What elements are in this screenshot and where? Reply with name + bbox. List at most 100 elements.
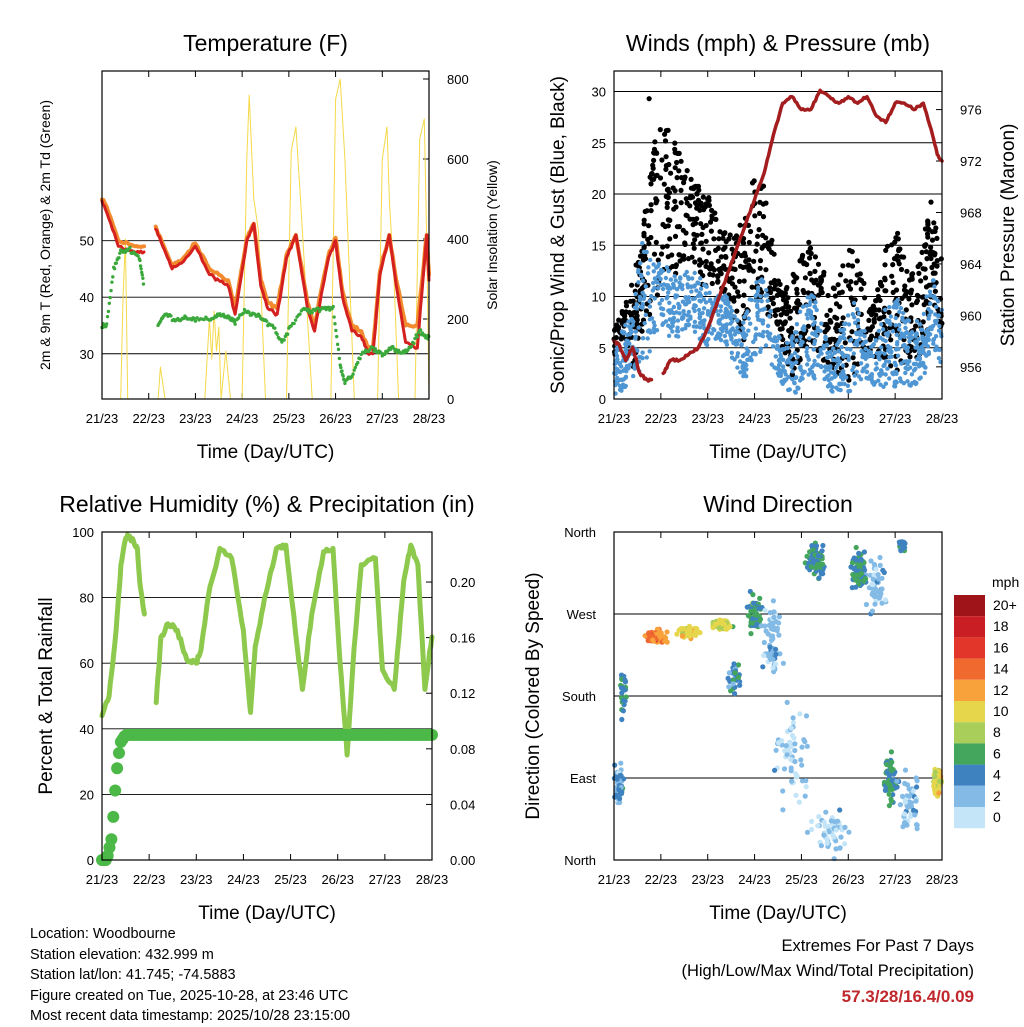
wind-marker	[759, 299, 764, 304]
dewpoint-marker	[333, 322, 337, 326]
gust-marker	[696, 262, 703, 268]
gust-marker	[626, 309, 633, 316]
gust-marker	[634, 321, 640, 327]
wind-marker	[742, 314, 747, 320]
direction-marker	[725, 675, 731, 682]
direction-marker	[780, 807, 786, 813]
gust-marker	[892, 239, 898, 245]
wind-marker	[893, 379, 899, 384]
gust-marker	[922, 275, 929, 281]
dewpoint-marker	[128, 245, 132, 250]
dewpoint-marker	[141, 282, 146, 286]
direction-marker	[824, 840, 830, 846]
gust-marker	[899, 295, 905, 301]
wind-marker	[780, 347, 785, 352]
wind-marker	[697, 314, 703, 319]
gust-marker	[836, 290, 843, 296]
wind-marker	[672, 274, 677, 279]
direction-marker	[914, 784, 920, 790]
wind-marker	[640, 241, 645, 246]
gust-marker	[672, 233, 679, 239]
direction-marker	[876, 576, 882, 582]
direction-marker	[646, 630, 652, 636]
wind-marker	[701, 322, 706, 328]
direction-marker	[905, 782, 911, 788]
wind-marker	[633, 291, 638, 297]
direction-marker	[783, 743, 789, 749]
wind-marker	[780, 364, 786, 369]
gust-marker	[774, 292, 780, 298]
wind-marker	[711, 300, 716, 305]
wind-marker	[675, 318, 681, 323]
winds-x-tick-label: 28/23	[926, 411, 959, 426]
wind-marker	[839, 381, 844, 387]
wind-marker	[718, 304, 724, 309]
wind-marker	[707, 290, 712, 295]
solar-insolation-line	[120, 238, 129, 400]
temp-2m-line	[154, 222, 431, 356]
direction-marker	[902, 767, 909, 773]
direction-marker	[831, 834, 837, 840]
gust-marker	[613, 335, 619, 341]
gust-marker	[646, 223, 652, 229]
dewpoint-marker	[247, 310, 251, 315]
wind-marker	[712, 327, 717, 333]
gust-marker	[924, 256, 930, 262]
gust-marker	[715, 279, 721, 285]
wind-marker	[904, 330, 910, 335]
gust-marker	[928, 249, 934, 255]
wind-marker	[790, 369, 795, 374]
direction-marker	[726, 624, 732, 630]
gust-marker	[923, 284, 930, 290]
dewpoint-marker	[292, 321, 296, 326]
direction-marker	[856, 550, 862, 557]
gust-marker	[729, 281, 736, 287]
wind-marker	[724, 339, 729, 344]
wind-marker	[769, 362, 774, 367]
direction-marker	[767, 644, 773, 650]
wind-marker	[729, 350, 734, 355]
wind-marker	[774, 338, 780, 343]
wind-marker	[784, 340, 790, 346]
direction-marker	[853, 572, 859, 578]
gust-marker	[662, 223, 668, 230]
wind-marker	[629, 329, 634, 334]
humidity-y2-tick-label: 0.00	[450, 853, 475, 868]
winds-x-axis-label: Time (Day/UTC)	[709, 442, 847, 463]
wind-marker	[829, 388, 834, 393]
gust-marker	[824, 312, 830, 318]
wind-marker	[845, 313, 851, 318]
wind-marker	[792, 350, 798, 356]
direction-marker	[872, 601, 878, 607]
wind-marker	[932, 284, 937, 289]
wind-marker	[800, 304, 806, 309]
wind-marker	[923, 365, 928, 370]
gust-marker	[846, 283, 852, 289]
dewpoint-marker	[412, 341, 416, 346]
wind-marker	[735, 351, 741, 356]
wind-marker	[877, 371, 882, 377]
gust-marker	[703, 258, 709, 265]
gust-marker	[683, 196, 689, 202]
direction-marker	[796, 799, 802, 805]
dewpoint-marker	[138, 258, 142, 263]
wind-marker	[924, 329, 929, 335]
humidity-y2-tick-label: 0.12	[450, 686, 475, 701]
wind-marker	[614, 359, 620, 364]
speed-legend-label: 20+	[993, 597, 1017, 613]
winds-y-axis-label: Sonic/Prop Wind & Gust (Blue, Black)	[548, 76, 569, 394]
gust-marker	[672, 165, 678, 171]
wind-marker	[914, 340, 919, 346]
wind-marker	[720, 314, 725, 319]
temp-2m-line	[100, 199, 146, 255]
gust-marker	[910, 271, 916, 277]
direction-marker	[905, 804, 911, 811]
humidity-line	[153, 542, 435, 758]
direction-marker	[804, 829, 811, 835]
winds-y2-tick-label: 972	[960, 154, 982, 169]
wind-marker	[808, 299, 813, 305]
wind-marker	[692, 319, 698, 325]
direction-marker	[869, 591, 875, 598]
gust-marker	[917, 261, 923, 267]
direction-title: Wind Direction	[703, 491, 853, 517]
